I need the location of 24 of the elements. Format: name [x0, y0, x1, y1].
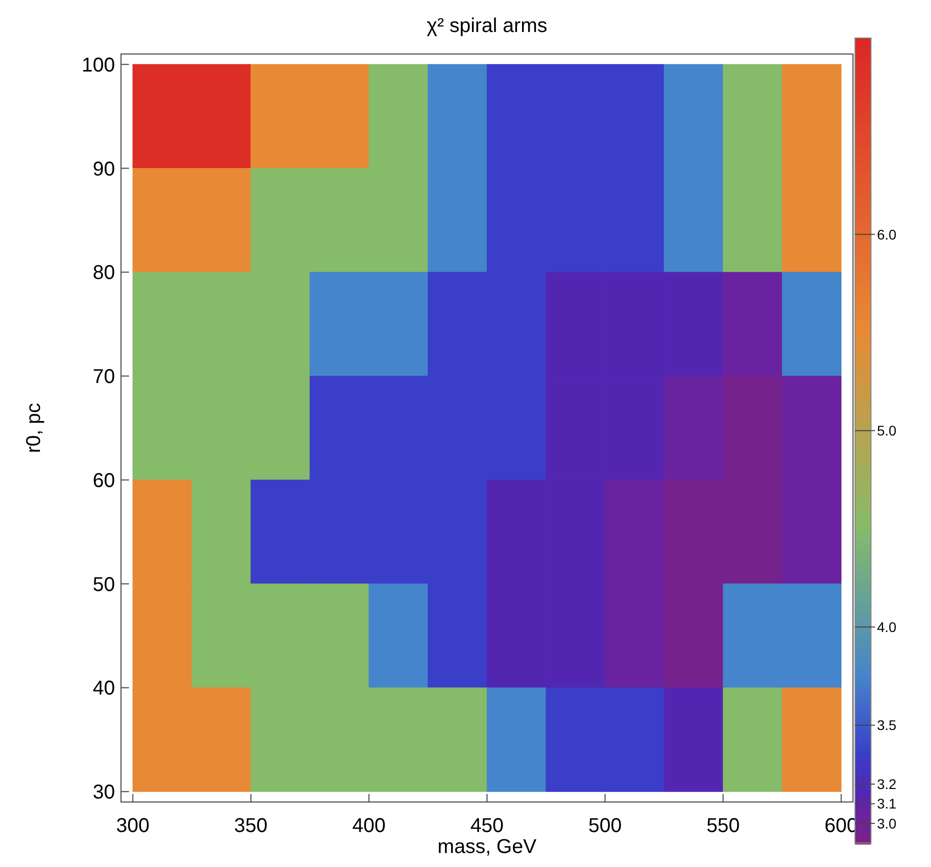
x-tick-label: 300: [116, 815, 150, 837]
y-axis-title: r0, pc: [23, 402, 45, 454]
x-tick-label: 550: [706, 815, 740, 837]
color-bar-label: 3.1: [877, 796, 897, 812]
y-tick-label: 60: [92, 470, 115, 492]
color-bar-label: 3.2: [877, 776, 897, 792]
color-bar-label: 3.5: [877, 717, 897, 734]
y-tick-label: 90: [92, 158, 115, 180]
color-bar-label: 3.0: [877, 815, 897, 832]
color-bar-label: 4.0: [877, 619, 897, 636]
y-tick-label: 80: [92, 262, 115, 284]
color-bar-label: 5.0: [877, 422, 897, 439]
x-tick-label: 450: [470, 815, 504, 837]
chart-title: χ² spiral arms: [426, 15, 548, 37]
x-tick-label: 350: [234, 815, 268, 837]
y-tick-label: 30: [92, 782, 115, 804]
color-bar-label: 6.0: [877, 226, 897, 242]
y-tick-label: 40: [92, 678, 115, 700]
x-tick-label: 400: [352, 815, 386, 837]
y-tick-label: 100: [82, 54, 115, 76]
x-axis-title: mass, GeV: [438, 836, 538, 858]
y-tick-label: 70: [92, 366, 115, 388]
x-tick-label: 500: [588, 815, 622, 837]
y-tick-label: 50: [92, 574, 115, 596]
